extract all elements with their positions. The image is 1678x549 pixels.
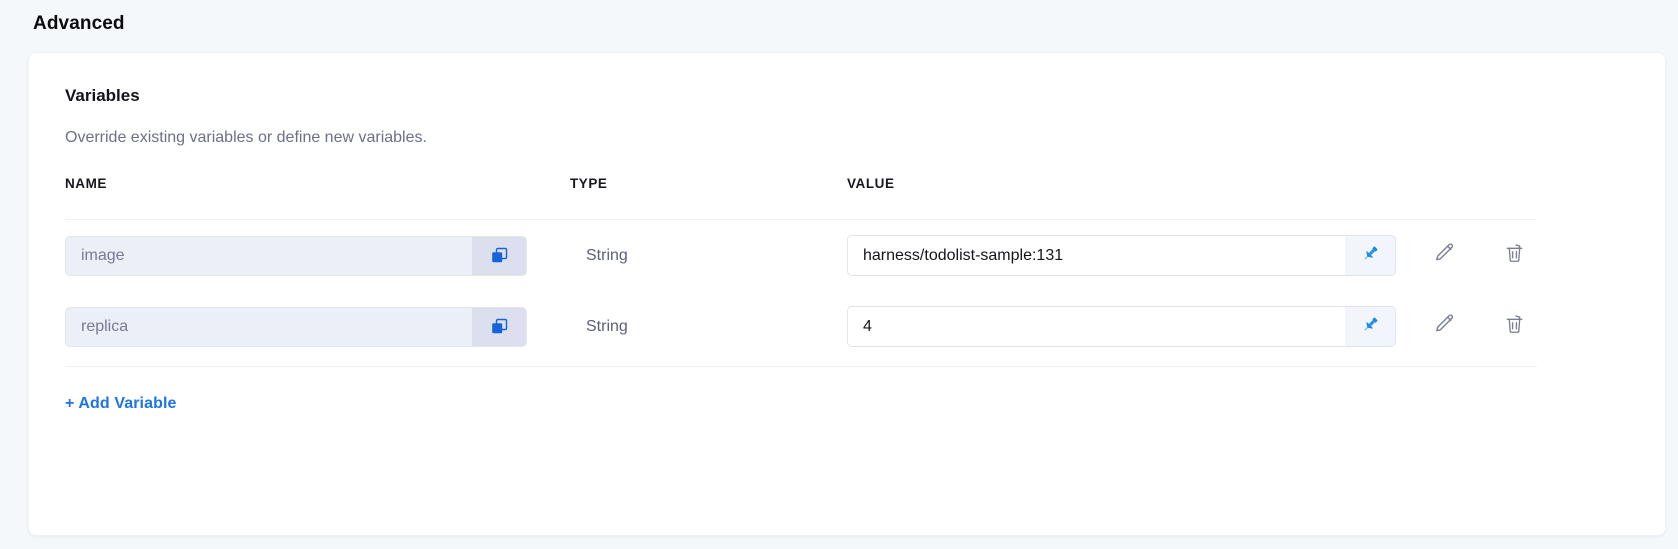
table-row: replica (65, 291, 1537, 362)
variable-value-text[interactable]: harness/todolist-sample:131 (848, 236, 1345, 275)
pin-icon-button[interactable] (1345, 307, 1395, 346)
variable-value-field[interactable]: harness/todolist-sample:131 (847, 235, 1396, 276)
edit-button[interactable] (1421, 307, 1467, 347)
table-header-row: NAME TYPE VALUE (65, 176, 1537, 220)
name-cell: replica (65, 306, 570, 347)
table-row: image (65, 220, 1537, 291)
name-cell: image (65, 235, 570, 276)
variables-heading: Variables (65, 86, 140, 105)
value-cell: 4 (847, 306, 1537, 347)
copy-icon (491, 247, 508, 264)
variables-description: Override existing variables or define ne… (65, 129, 427, 146)
column-header-value: VALUE (847, 176, 895, 191)
add-variable-button[interactable]: + Add Variable (65, 395, 177, 412)
variable-name-field[interactable]: replica (65, 306, 527, 347)
table-body: image (65, 220, 1537, 367)
variables-card: Variables Override existing variables or… (28, 52, 1666, 536)
variable-name-value[interactable]: image (66, 236, 473, 275)
pencil-icon (1432, 241, 1456, 270)
pin-icon (1361, 315, 1380, 339)
variables-card-inner: Variables Override existing variables or… (29, 53, 1665, 535)
delete-button[interactable] (1491, 307, 1537, 347)
pin-icon-button[interactable] (1345, 236, 1395, 275)
column-header-type: TYPE (570, 176, 608, 191)
pin-icon (1361, 244, 1380, 268)
variable-name-field[interactable]: image (65, 235, 527, 276)
copy-icon-button[interactable] (473, 307, 526, 346)
copy-icon (491, 318, 508, 335)
trash-icon (1503, 242, 1526, 270)
row-actions (1421, 236, 1537, 276)
variable-value-field[interactable]: 4 (847, 306, 1396, 347)
variable-value-text[interactable]: 4 (848, 307, 1345, 346)
edit-button[interactable] (1421, 236, 1467, 276)
variable-type: String (586, 246, 628, 264)
pencil-icon (1432, 312, 1456, 341)
page-title: Advanced (33, 13, 125, 34)
variables-table: NAME TYPE VALUE image (65, 176, 1537, 413)
row-actions (1421, 307, 1537, 347)
trash-icon (1503, 313, 1526, 341)
value-cell: harness/todolist-sample:131 (847, 235, 1537, 276)
variable-type: String (586, 317, 628, 335)
column-header-name: NAME (65, 176, 107, 191)
variable-name-value[interactable]: replica (66, 307, 473, 346)
copy-icon-button[interactable] (473, 236, 526, 275)
delete-button[interactable] (1491, 236, 1537, 276)
